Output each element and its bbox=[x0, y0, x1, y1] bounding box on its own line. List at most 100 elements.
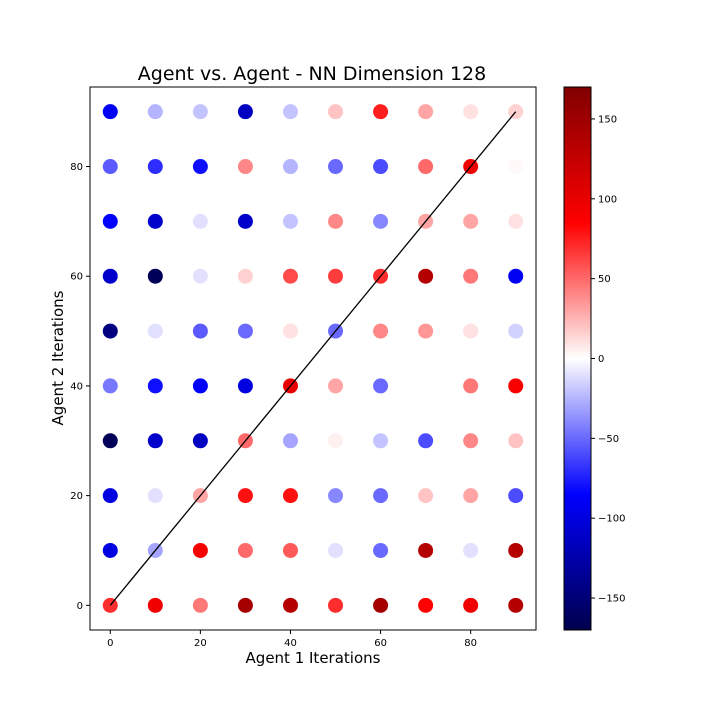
data-point bbox=[463, 104, 479, 120]
data-point bbox=[373, 159, 389, 175]
data-point bbox=[508, 323, 524, 339]
data-point bbox=[328, 378, 344, 394]
data-point bbox=[418, 433, 434, 449]
data-point bbox=[147, 378, 163, 394]
data-point bbox=[147, 159, 163, 175]
data-point bbox=[373, 323, 389, 339]
chart-title: Agent vs. Agent - NN Dimension 128 bbox=[138, 63, 486, 85]
data-point bbox=[102, 213, 118, 229]
data-point bbox=[102, 104, 118, 120]
y-axis-ticks: 0 20 40 60 80 bbox=[70, 162, 90, 612]
data-point bbox=[147, 213, 163, 229]
x-axis-ticks: 0 20 40 60 80 bbox=[107, 630, 477, 649]
data-point bbox=[192, 213, 208, 229]
plot-area: 0 20 40 60 80 0 20 40 60 80 bbox=[70, 86, 537, 649]
data-point bbox=[328, 104, 344, 120]
data-point bbox=[418, 542, 434, 558]
data-point bbox=[282, 159, 298, 175]
data-point bbox=[102, 159, 118, 175]
data-point bbox=[373, 488, 389, 504]
data-point bbox=[373, 378, 389, 394]
data-point bbox=[237, 378, 253, 394]
data-point bbox=[418, 378, 434, 394]
data-point bbox=[373, 597, 389, 613]
data-point bbox=[237, 542, 253, 558]
data-point bbox=[192, 542, 208, 558]
data-point bbox=[192, 378, 208, 394]
data-point bbox=[418, 597, 434, 613]
colorbar-ticks: −150 −100 −50 0 50 100 150 bbox=[591, 114, 625, 605]
data-point bbox=[373, 433, 389, 449]
data-point bbox=[192, 104, 208, 120]
data-point bbox=[102, 378, 118, 394]
data-point bbox=[237, 268, 253, 284]
colorbar-tick-label: −100 bbox=[598, 514, 625, 525]
data-point bbox=[192, 159, 208, 175]
data-point bbox=[328, 213, 344, 229]
colorbar-tick-label: 0 bbox=[598, 354, 604, 365]
y-tick-label: 40 bbox=[70, 381, 83, 392]
data-point bbox=[508, 488, 524, 504]
data-point bbox=[508, 159, 524, 175]
data-point bbox=[463, 542, 479, 558]
data-point bbox=[508, 268, 524, 284]
data-point bbox=[102, 323, 118, 339]
data-point bbox=[418, 104, 434, 120]
y-axis-label: Agent 2 Iterations bbox=[49, 290, 67, 425]
data-point bbox=[418, 323, 434, 339]
data-point bbox=[102, 433, 118, 449]
data-point bbox=[282, 268, 298, 284]
data-point bbox=[463, 597, 479, 613]
data-point bbox=[463, 268, 479, 284]
colorbar-gradient bbox=[563, 86, 592, 631]
data-point bbox=[192, 433, 208, 449]
data-point bbox=[463, 213, 479, 229]
colorbar-tick-label: −50 bbox=[598, 434, 619, 445]
data-point bbox=[508, 597, 524, 613]
diagonal-line bbox=[109, 111, 517, 606]
data-point bbox=[418, 268, 434, 284]
data-point bbox=[237, 159, 253, 175]
data-point bbox=[373, 213, 389, 229]
y-tick-label: 60 bbox=[70, 272, 83, 283]
y-tick-label: 20 bbox=[70, 491, 83, 502]
data-point bbox=[102, 542, 118, 558]
data-point bbox=[282, 104, 298, 120]
data-point bbox=[237, 597, 253, 613]
data-point bbox=[282, 433, 298, 449]
data-point bbox=[328, 159, 344, 175]
data-point bbox=[102, 488, 118, 504]
data-point bbox=[237, 323, 253, 339]
data-points bbox=[102, 104, 524, 613]
data-point bbox=[463, 378, 479, 394]
data-point bbox=[508, 213, 524, 229]
data-point bbox=[237, 488, 253, 504]
data-point bbox=[418, 488, 434, 504]
data-point bbox=[147, 488, 163, 504]
data-point bbox=[328, 488, 344, 504]
data-point bbox=[147, 433, 163, 449]
colorbar-tick-label: 50 bbox=[598, 274, 611, 285]
data-point bbox=[463, 488, 479, 504]
x-tick-label: 60 bbox=[374, 638, 387, 649]
data-point bbox=[508, 378, 524, 394]
data-point bbox=[373, 104, 389, 120]
y-tick-label: 0 bbox=[77, 601, 83, 612]
colorbar-tick-label: 150 bbox=[598, 114, 617, 125]
data-point bbox=[192, 268, 208, 284]
y-tick-label: 80 bbox=[70, 162, 83, 173]
data-point bbox=[237, 104, 253, 120]
data-point bbox=[147, 323, 163, 339]
x-tick-label: 40 bbox=[284, 638, 297, 649]
data-point bbox=[147, 268, 163, 284]
data-point bbox=[282, 488, 298, 504]
data-point bbox=[192, 597, 208, 613]
data-point bbox=[237, 213, 253, 229]
plot-frame bbox=[89, 86, 537, 631]
colorbar-tick-label: 100 bbox=[598, 194, 617, 205]
x-tick-label: 0 bbox=[107, 638, 113, 649]
data-point bbox=[418, 159, 434, 175]
data-point bbox=[463, 433, 479, 449]
data-point bbox=[147, 104, 163, 120]
